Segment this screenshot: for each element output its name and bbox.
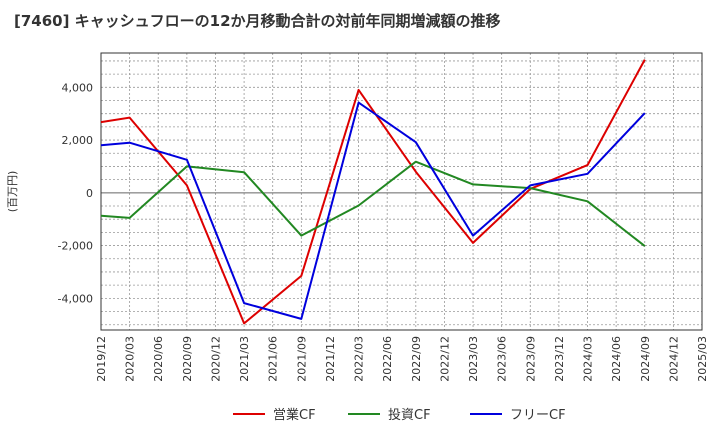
y-tick-label: 2,000 (62, 134, 94, 147)
axis-layer: -4,000 -2,000 0 2,000 4,000 (百万円) 2019/12 2020/… (6, 52, 709, 382)
y-tick-label: -2,000 (58, 240, 93, 253)
grid-layer (100, 53, 703, 330)
y-tick-label: -4,000 (58, 292, 93, 305)
legend: 営業CF 投資CF フリーCF (233, 407, 566, 423)
x-tick-label: 2020/12 (209, 336, 222, 382)
y-axis-label: (百万円) (6, 171, 19, 213)
legend-label-2: 投資CF (388, 407, 431, 423)
x-tick-label: 2021/09 (295, 336, 308, 382)
x-tick-label: 2023/06 (496, 336, 509, 382)
x-tick-label: 2023/03 (467, 336, 480, 382)
x-tick-label: 2024/03 (582, 336, 595, 382)
x-tick-label: 2025/03 (696, 336, 709, 382)
x-tick-label: 2021/03 (238, 336, 251, 382)
series-line-3 (100, 101, 646, 320)
x-tick-label: 2023/12 (553, 336, 566, 382)
x-tick-label: 2020/09 (181, 336, 194, 382)
chart-title: [7460] キャッシュフローの12か月移動合計の対前年同期増減額の推移 (14, 12, 501, 30)
y-tick-label: 4,000 (62, 81, 94, 94)
x-tick-label: 2023/09 (524, 336, 537, 382)
x-tick-label: 2022/03 (353, 336, 366, 382)
series-layer (100, 59, 646, 325)
x-tick-label: 2024/06 (610, 336, 623, 382)
series-line-1 (100, 59, 646, 325)
legend-label-1: 営業CF (273, 407, 316, 423)
x-tick-label: 2024/09 (639, 336, 652, 382)
x-tick-label: 2022/09 (410, 336, 423, 382)
x-tick-label: 2022/12 (438, 336, 451, 382)
series-line-2 (100, 160, 646, 247)
x-tick-label: 2019/12 (95, 336, 108, 382)
x-tick-label: 2020/03 (124, 336, 137, 382)
x-tick-label: 2021/06 (267, 336, 280, 382)
x-tick-label: 2020/06 (152, 336, 165, 382)
x-tick-label: 2022/06 (381, 336, 394, 382)
plot-frame (100, 52, 703, 331)
x-tick-label: 2021/12 (324, 336, 337, 382)
legend-label-3: フリーCF (510, 408, 566, 423)
y-tick-label: 0 (86, 187, 93, 200)
x-tick-label: 2024/12 (667, 336, 680, 382)
